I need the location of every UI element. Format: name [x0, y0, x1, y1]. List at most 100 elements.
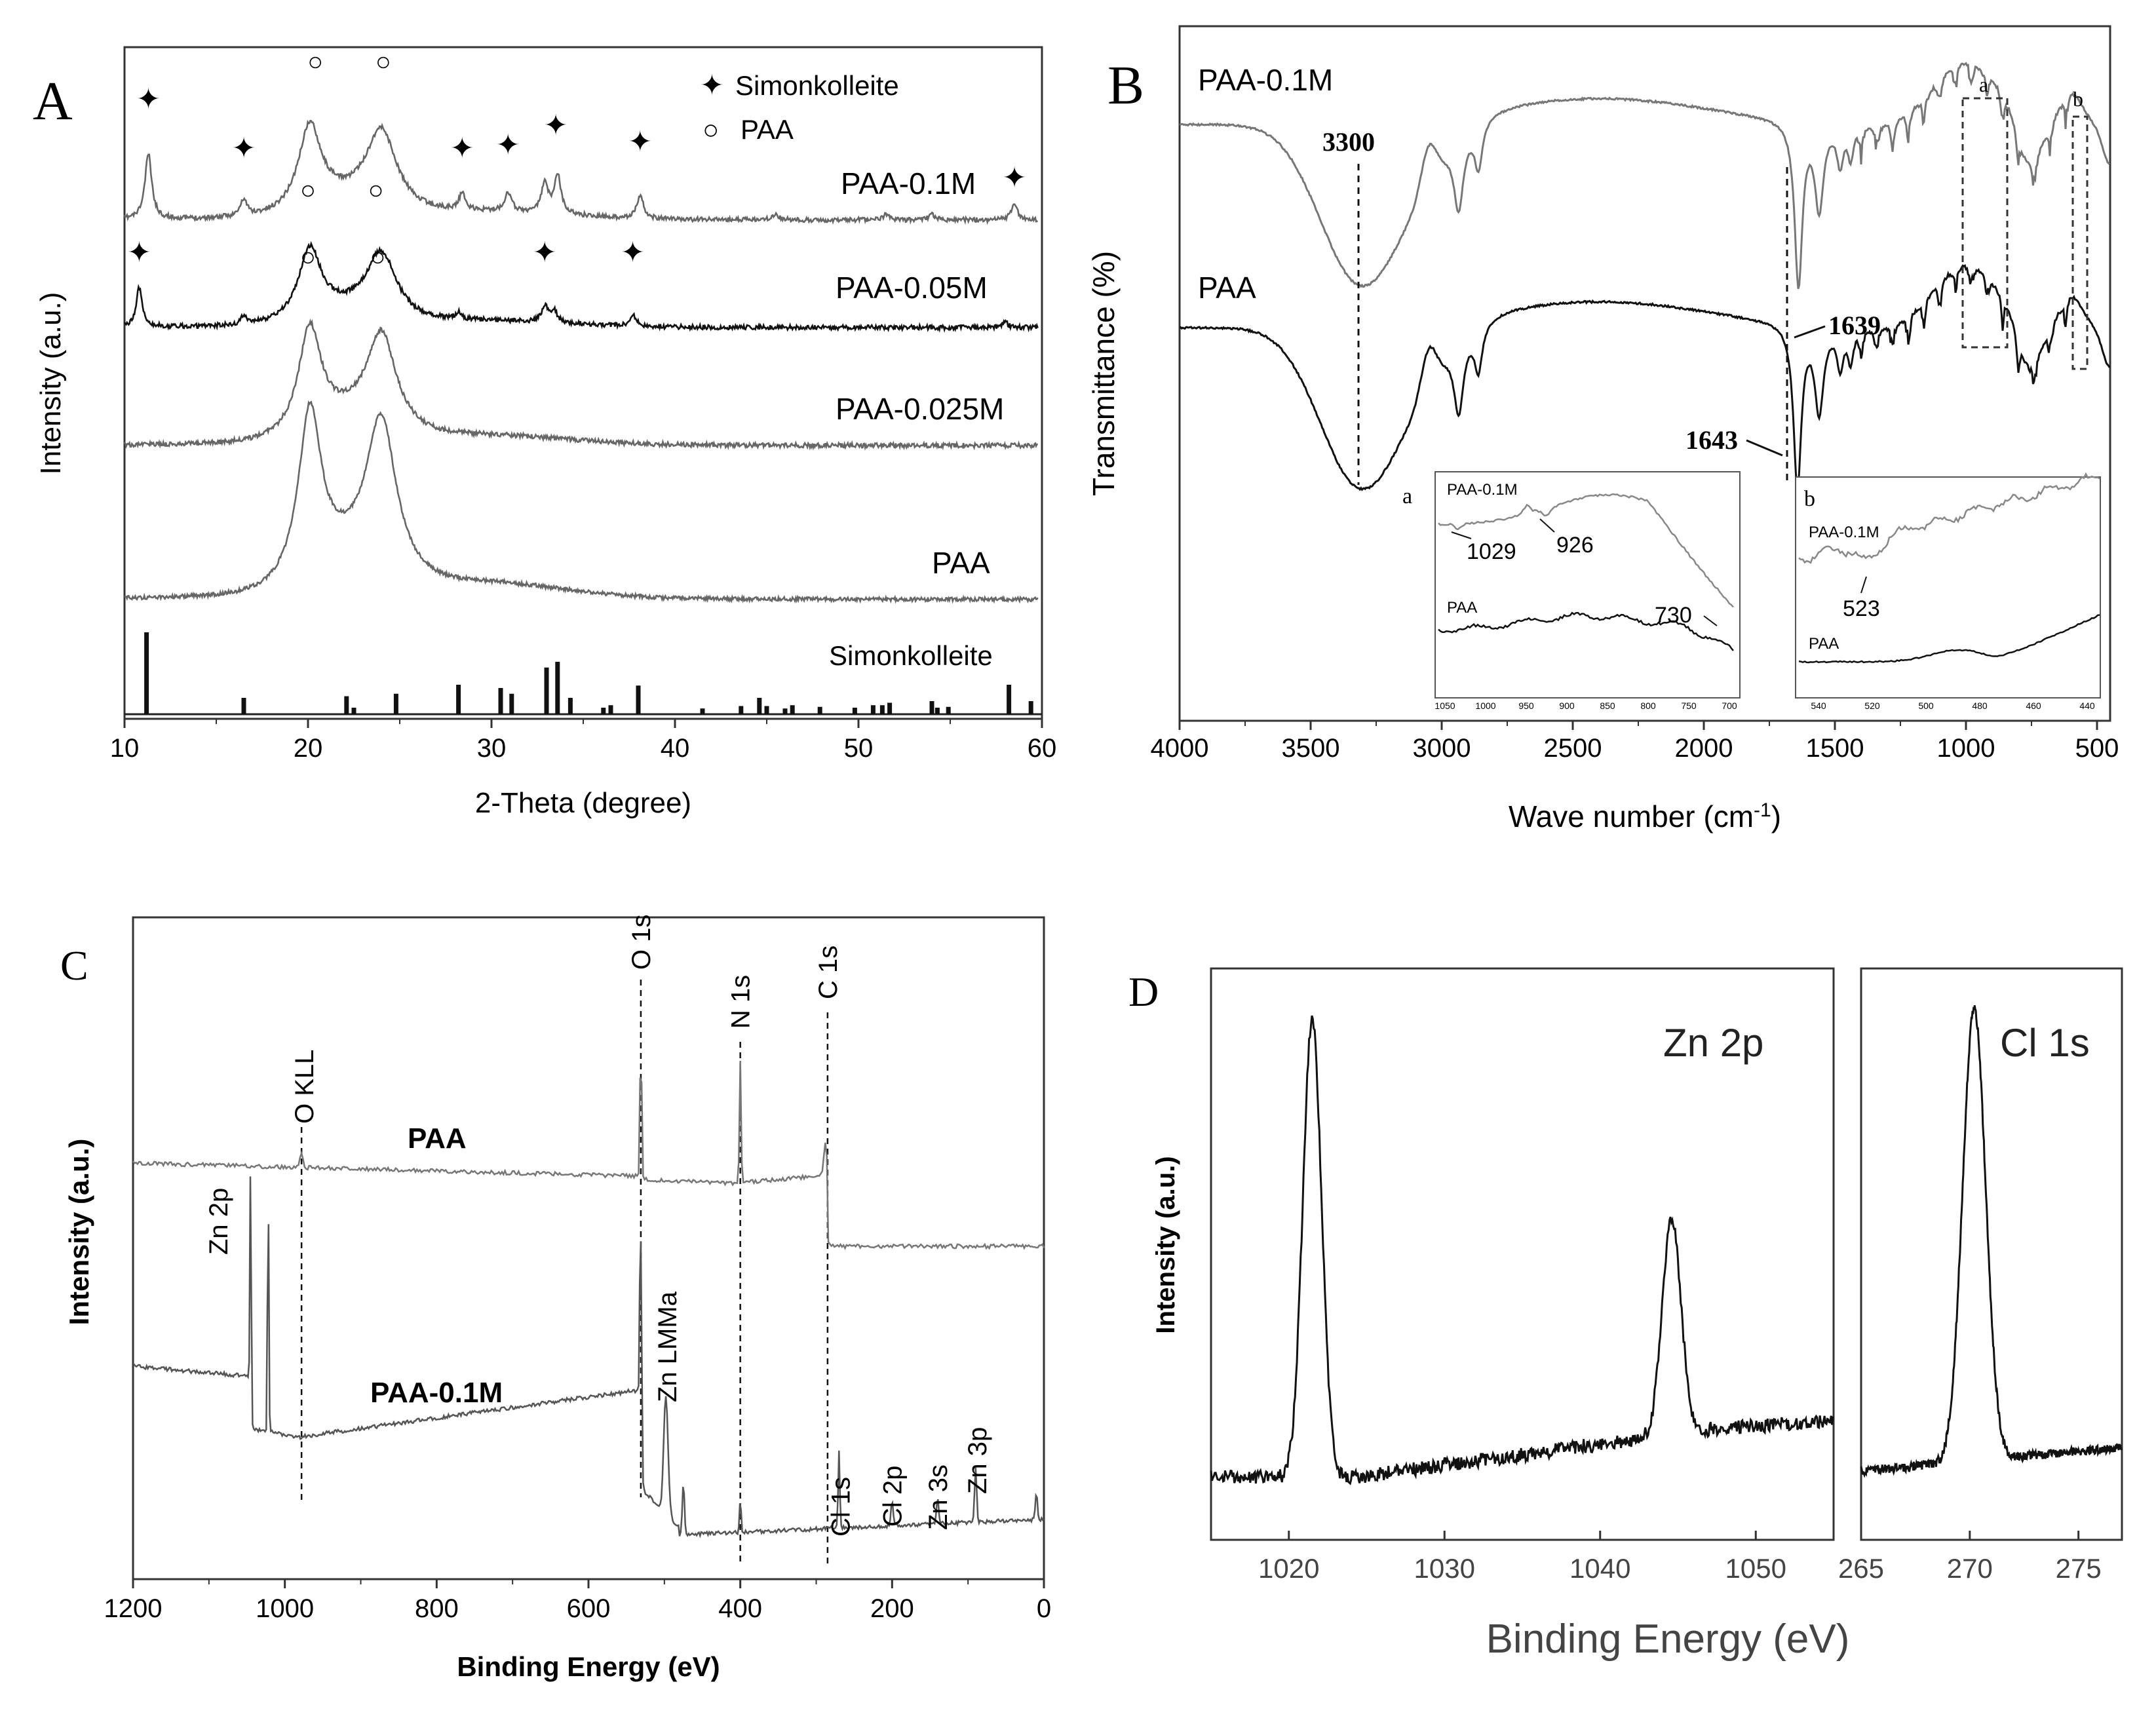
inset-a-traces — [1438, 493, 1734, 651]
panel-c-label: C — [60, 942, 88, 989]
paa-marker: ○ — [375, 47, 391, 76]
panel-a-traces — [123, 119, 1039, 604]
x-tick-label: 10 — [110, 734, 140, 763]
panel-d-label: D — [1128, 968, 1159, 1015]
inset-b-peak-523: 523 — [1843, 596, 1880, 621]
series-label-paa-0.05m: PAA-0.05M — [836, 271, 988, 305]
series-trace-zn-2p — [1210, 1015, 1834, 1485]
panel-a-peak-markers: ✦ ✦ ✦ ✦ ✦ ✦ ✦ ○ ○ ✦ ✦ ✦ ○ ○ ○ ○ — [127, 47, 1026, 271]
peak-label-1643: 1643 — [1685, 425, 1738, 455]
x-tick-label: 500 — [2075, 734, 2119, 763]
x-tick-label: 200 — [870, 1594, 914, 1623]
panel-a-xlabel: 2-Theta (degree) — [475, 787, 691, 819]
x-tick-label: 800 — [415, 1594, 459, 1623]
panel-d: D Intensity (a.u.) Binding Energy (eV) Z… — [1128, 967, 2123, 1662]
x-tick-label: 20 — [294, 734, 323, 763]
series-trace-paa-0.05m — [123, 240, 1039, 333]
x-tick-label: 0 — [1037, 1594, 1051, 1623]
inset-b-series-2: PAA — [1809, 635, 1839, 653]
panel-c-ylabel: Intensity (a.u.) — [64, 1139, 94, 1326]
x-tick-label: 1000 — [1937, 734, 1995, 763]
x-tick-label: 2500 — [1544, 734, 1602, 763]
x-tick-label: 1050 — [1725, 1553, 1786, 1584]
x-tick-label: 4000 — [1151, 734, 1209, 763]
peak-label-c-1s: C 1s — [814, 946, 843, 999]
inset-a-tick-label: 1050 — [1434, 700, 1455, 711]
panel-c: C 1200 1000 800 600 400 200 0 Binding Energy (… — [60, 915, 1051, 1682]
panel-d-xlabel: Binding Energy (eV) — [1486, 1617, 1850, 1662]
arrow-1639 — [1794, 325, 1826, 339]
simonkolleite-marker: ✦ — [450, 132, 474, 164]
x-tick-label: 1200 — [104, 1594, 163, 1623]
inset-a-tick-label: 700 — [1722, 700, 1737, 711]
series-trace-paa — [124, 400, 1039, 604]
panel-b: B 4000 3500 3000 2500 2000 1500 1000 500 Wave n… — [1087, 25, 2119, 834]
series-label-paa-0.1m: PAA-0.1M — [841, 166, 976, 201]
simonkolleite-marker: ✦ — [1003, 162, 1027, 194]
series-label-paa-0.1m: PAA-0.1M — [370, 1377, 503, 1409]
zoom-box-b-label: b — [2073, 87, 2083, 111]
panel-b-frame — [1178, 25, 2111, 722]
panel-b-label: B — [1107, 55, 1144, 116]
x-tick-label: 400 — [718, 1594, 762, 1623]
panel-b-annotations: 3300 1639 1643 a b — [1322, 73, 2089, 485]
inset-a-frame — [1434, 471, 1741, 698]
subplot-title-zn-2p: Zn 2p — [1663, 1021, 1763, 1065]
panel-a-frame — [123, 46, 1043, 720]
panel-a-legend: ✦ Simonkolleite ○ PAA — [700, 69, 899, 145]
peak-label-zn-2p: Zn 2p — [204, 1188, 233, 1255]
legend-label-paa: PAA — [741, 114, 794, 145]
panel-c-traces — [132, 1060, 1045, 1539]
inset-a-arrow — [1539, 518, 1555, 533]
inset-a-arrow — [1703, 615, 1718, 626]
simonkolleite-marker: ✦ — [628, 126, 652, 158]
inset-a-peak-926: 926 — [1556, 533, 1594, 558]
zoom-box-a — [1961, 97, 2009, 349]
inset-b: b PAA-0.1M PAA 523 540 520 500 480 460 440 — [1795, 472, 2101, 711]
zoom-box-a-label: a — [1979, 73, 1988, 96]
series-label-paa: PAA — [1198, 271, 1256, 305]
simonkolleite-marker: ✦ — [232, 132, 256, 164]
inset-a-series-2: PAA — [1447, 599, 1477, 617]
inset-a-peak-730: 730 — [1655, 603, 1692, 628]
series-label-paa-0.025m: PAA-0.025M — [836, 392, 1004, 426]
panel-c-guide-lines — [300, 980, 829, 1566]
inset-a-tick-label: 950 — [1518, 700, 1534, 711]
peak-label-1639: 1639 — [1828, 311, 1881, 340]
series-label-paa-0.1m: PAA-0.1M — [1198, 63, 1333, 97]
x-tick-label: 40 — [661, 734, 690, 763]
panel-b-xlabel: Wave number (cm-1) — [1509, 799, 1781, 834]
x-tick-label: 3000 — [1413, 734, 1471, 763]
inset-b-frame — [1795, 476, 2101, 698]
x-tick-label: 60 — [1028, 734, 1057, 763]
simonkolleite-marker: ✦ — [127, 237, 151, 269]
x-tick-label: 1040 — [1569, 1553, 1630, 1584]
inset-b-trace-paa-0.1m — [1798, 472, 2100, 564]
panel-c-xlabel: Binding Energy (eV) — [457, 1651, 720, 1682]
panel-d-ylabel: Intensity (a.u.) — [1151, 1156, 1180, 1333]
x-tick-label: 1000 — [256, 1594, 314, 1623]
inset-a-trace-paa-0.1m — [1438, 493, 1734, 608]
x-tick-label: 265 — [1838, 1553, 1884, 1584]
series-trace-paa-0.025m — [123, 318, 1039, 451]
series-trace-cl-1s — [1860, 1005, 2123, 1478]
inset-b-tick-label: 480 — [1972, 700, 1988, 711]
arrow-1643 — [1746, 439, 1783, 457]
inset-a-tick-label: 900 — [1559, 700, 1575, 711]
panel-a-x-axis: 10 20 30 40 50 60 — [110, 719, 1057, 763]
panel-c-frame — [132, 916, 1045, 1580]
paa-marker: ○ — [300, 242, 316, 271]
peak-label-cl-2p: Cl 2p — [878, 1466, 907, 1527]
legend-symbol-paa: ○ — [703, 114, 719, 145]
inset-a-trace-paa — [1438, 611, 1734, 651]
inset-a-tick-label: 850 — [1600, 700, 1615, 711]
panel-d-x-axis: 1020 1030 1040 1050 265 270 275 — [1258, 1531, 2102, 1584]
peak-label-n-1s: N 1s — [727, 975, 756, 1029]
inset-a-tick-label: 800 — [1640, 700, 1656, 711]
inset-a-x-axis: 1050 1000 950 900 850 800 750 700 — [1434, 700, 1737, 711]
inset-a-series-1: PAA-0.1M — [1447, 481, 1518, 499]
panel-d-frame-cl — [1860, 967, 2123, 1541]
series-trace-paa — [1179, 263, 2111, 491]
legend-symbol-simonkolleite: ✦ — [700, 69, 724, 102]
